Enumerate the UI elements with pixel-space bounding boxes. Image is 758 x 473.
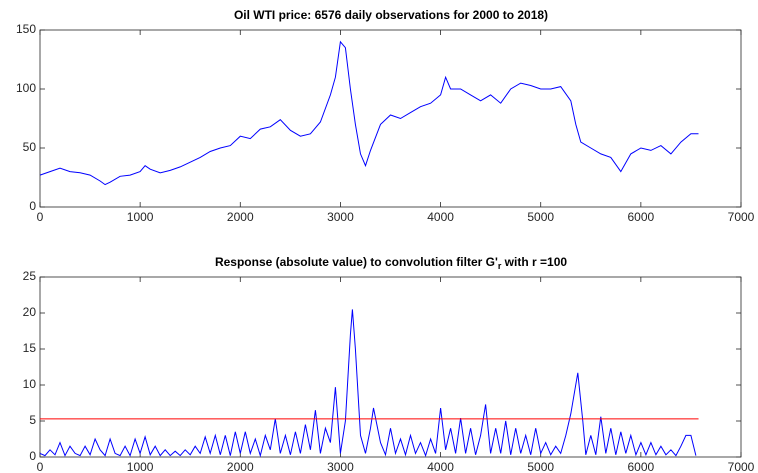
x-tick-label: 4000 xyxy=(427,460,454,473)
y-tick-label: 50 xyxy=(23,140,37,154)
title-subscript: r xyxy=(498,261,502,271)
x-tick-label: 0 xyxy=(37,210,44,224)
plot-area xyxy=(39,29,742,208)
chart-title: Response (absolute value) to convolution… xyxy=(215,255,567,271)
x-tick-label: 1000 xyxy=(127,210,154,224)
x-tick-label: 1000 xyxy=(127,460,154,473)
y-tick-label: 15 xyxy=(23,341,37,355)
y-tick-label: 20 xyxy=(23,305,37,319)
x-tick-label: 6000 xyxy=(628,460,655,473)
x-tick-label: 7000 xyxy=(728,460,755,473)
title-main: Response (absolute value) to convolution… xyxy=(215,255,498,269)
data-line xyxy=(39,309,697,458)
x-tick-label: 7000 xyxy=(728,210,755,224)
x-tick-label: 5000 xyxy=(527,210,554,224)
y-tick-label: 0 xyxy=(29,199,36,213)
x-tick-label: 6000 xyxy=(628,210,655,224)
title-suffix: with r =100 xyxy=(501,255,567,269)
x-tick-label: 4000 xyxy=(427,210,454,224)
x-tick-label: 2000 xyxy=(227,210,254,224)
y-tick-label: 150 xyxy=(16,22,36,36)
y-tick-label: 10 xyxy=(23,377,37,391)
plot-area xyxy=(39,276,742,458)
chart-title: Oil WTI price: 6576 daily observations f… xyxy=(234,8,548,22)
x-tick-label: 5000 xyxy=(527,460,554,473)
x-tick-label: 3000 xyxy=(327,460,354,473)
x-tick-label: 3000 xyxy=(327,210,354,224)
x-tick-label: 0 xyxy=(37,460,44,473)
y-tick-label: 25 xyxy=(23,269,37,283)
x-tick-label: 2000 xyxy=(227,460,254,473)
y-tick-label: 100 xyxy=(16,81,36,95)
y-tick-label: 5 xyxy=(29,413,36,427)
y-tick-label: 0 xyxy=(29,449,36,463)
data-line xyxy=(39,40,699,186)
